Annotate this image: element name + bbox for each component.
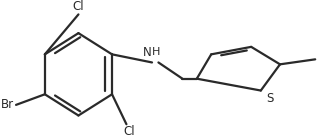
Text: Cl: Cl bbox=[72, 0, 84, 13]
Text: S: S bbox=[267, 92, 274, 105]
Text: H: H bbox=[152, 47, 160, 57]
Text: N: N bbox=[143, 46, 152, 59]
Text: Cl: Cl bbox=[124, 125, 135, 138]
Text: Br: Br bbox=[1, 98, 14, 111]
